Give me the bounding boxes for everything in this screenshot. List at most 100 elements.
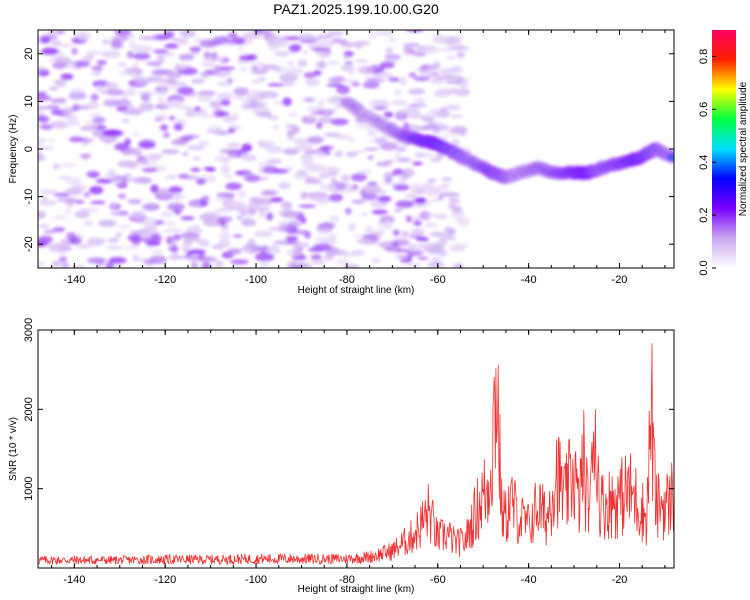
spectrogram-cell xyxy=(116,105,128,112)
spectrogram-cell xyxy=(355,43,362,49)
spectrogram-cell xyxy=(58,256,67,263)
spectrogram-cell xyxy=(117,62,128,67)
spectrogram-cell xyxy=(38,67,47,72)
spectrogram-cell xyxy=(293,138,311,144)
spectrogram-cell xyxy=(216,92,233,101)
x-tick-label: -120 xyxy=(154,274,176,286)
spectrogram-cell xyxy=(54,78,67,88)
spectrogram-cell xyxy=(190,78,205,84)
spectrogram-cell xyxy=(168,115,176,121)
spectrogram-cell xyxy=(362,81,380,89)
x-tick-label: -20 xyxy=(612,574,628,586)
spectrogram-cell xyxy=(259,261,270,268)
spectrogram-cell xyxy=(440,67,454,76)
spectrogram-cell xyxy=(198,213,217,221)
spectrogram-cell xyxy=(305,78,320,87)
y-tick-label: 3000 xyxy=(23,318,35,342)
spectrogram-cell xyxy=(303,72,317,79)
x-tick-label: -40 xyxy=(521,274,537,286)
spectrogram-cell xyxy=(339,79,358,83)
spectrogram-cell xyxy=(253,230,273,238)
spectrogram-cell xyxy=(320,222,336,228)
spectrogram-cell xyxy=(180,216,195,221)
spectrogram-cell xyxy=(396,147,407,152)
spectrogram-cell xyxy=(357,170,372,175)
spectrogram-cell xyxy=(128,40,137,50)
spectrogram-cell xyxy=(218,239,231,248)
spectrogram-cell xyxy=(317,117,334,124)
snr-frame xyxy=(37,329,675,569)
spectrogram-cell xyxy=(323,112,331,118)
colorbar: 0.0 0.2 0.4 0.6 0.8 Normalized spectral ampl… xyxy=(698,30,749,276)
spectrogram-cell xyxy=(74,104,92,111)
spectrogram-cell xyxy=(448,244,464,252)
spectrogram-cell xyxy=(38,142,45,146)
spectrogram-cell xyxy=(344,61,354,65)
spectrogram-cell xyxy=(319,183,337,191)
spectrogram-cell xyxy=(192,156,201,161)
spectrogram-cell xyxy=(76,31,91,41)
spectrogram-cell xyxy=(119,98,129,107)
spectrogram-cell xyxy=(62,120,81,127)
spectrogram-cell xyxy=(55,43,74,48)
spectrogram-cell xyxy=(48,138,55,143)
spectrogram-cell xyxy=(385,221,392,229)
spectrogram-cell xyxy=(379,72,394,79)
spectrogram-cell xyxy=(408,72,417,78)
spectrogram-cell xyxy=(213,155,232,163)
spectrogram-cell xyxy=(55,56,71,64)
spectrogram-cell xyxy=(429,231,448,237)
spectrogram-cell xyxy=(282,97,292,107)
spectrogram-cell xyxy=(68,91,87,101)
spectrogram-cell xyxy=(187,144,206,151)
spectrogram-cell xyxy=(132,132,140,137)
spectrogram-cell xyxy=(75,243,93,249)
spectrogram-cell xyxy=(357,65,375,75)
spectrogram-cell xyxy=(96,178,114,184)
spectrogram-cell xyxy=(69,236,82,245)
spectrogram-y-ticks: -20 -10 0 10 20 xyxy=(23,48,674,252)
spectrogram-cell xyxy=(335,104,342,109)
spectrogram-cell xyxy=(381,181,395,186)
spectrogram-cell xyxy=(316,122,323,129)
spectrogram-cell xyxy=(232,234,243,238)
spectrogram-cell xyxy=(402,49,419,56)
spectrogram-cell xyxy=(450,114,464,119)
spectrogram-cell xyxy=(281,201,293,210)
spectrogram-cell xyxy=(385,47,394,54)
spectrogram-cell xyxy=(441,185,450,192)
spectrogram-cell xyxy=(242,247,252,252)
spectrogram-cell xyxy=(201,262,211,268)
spectrogram-cell xyxy=(413,76,430,82)
spectrogram-cell xyxy=(412,161,423,166)
spectrogram-cell xyxy=(429,80,446,85)
spectrogram-cell xyxy=(189,46,202,53)
spectrogram-cell xyxy=(157,80,170,90)
spectrogram-cell xyxy=(394,89,402,96)
y-tick-label: -10 xyxy=(23,189,35,205)
x-tick-label: -80 xyxy=(339,574,355,586)
spectrogram-cell xyxy=(81,208,100,212)
x-tick-label: -100 xyxy=(245,574,267,586)
spectrogram-cell xyxy=(114,30,132,36)
spectrogram-cell xyxy=(91,71,101,76)
spectrogram-cell xyxy=(178,244,193,249)
spectrogram-cell xyxy=(440,107,447,113)
spectrogram-cell xyxy=(239,66,247,72)
spectrogram-cell xyxy=(170,139,188,146)
spectrogram-cell xyxy=(163,228,183,234)
spectrogram-cell xyxy=(103,82,115,89)
spectrogram-cell xyxy=(348,223,357,231)
spectrogram-cell xyxy=(67,186,83,196)
spectrogram-cell xyxy=(105,262,114,268)
spectrogram-cell xyxy=(232,37,246,42)
spectrogram-cell xyxy=(450,125,468,134)
spectrogram-cell xyxy=(127,234,142,242)
spectrogram-cell xyxy=(343,50,354,58)
spectrogram-cell xyxy=(132,61,139,70)
spectrogram-cell xyxy=(364,147,379,152)
spectrogram-cell xyxy=(205,167,216,172)
spectrogram-cell xyxy=(345,207,352,215)
spectrogram-cell xyxy=(132,147,142,157)
